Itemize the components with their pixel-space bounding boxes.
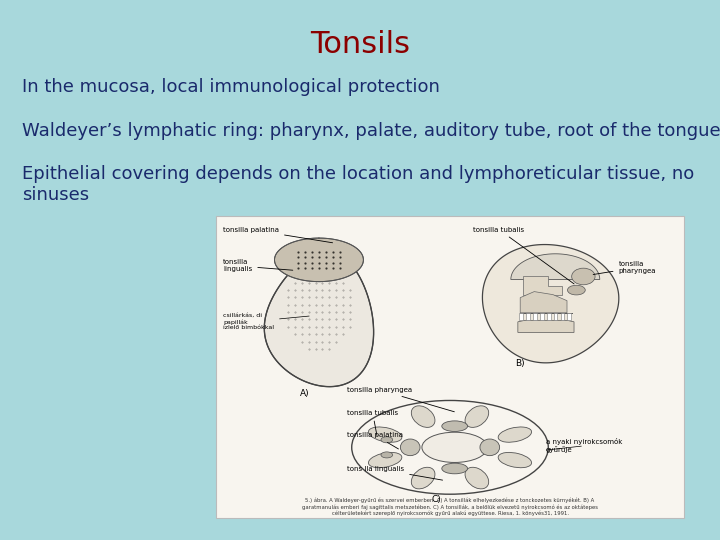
Bar [554, 313, 557, 320]
Text: tonsilla palatina: tonsilla palatina [347, 432, 403, 449]
Ellipse shape [411, 467, 435, 489]
Bar [533, 313, 537, 320]
Polygon shape [264, 251, 374, 387]
Text: C): C) [431, 495, 441, 504]
Ellipse shape [369, 453, 402, 468]
Ellipse shape [465, 467, 489, 489]
Text: 5.) ábra. A Waldeyer-gyűrű és szervei emberben. A) A tonsillák elhelyezkedése z : 5.) ábra. A Waldeyer-gyűrű és szervei em… [302, 498, 598, 516]
Bar [526, 313, 530, 320]
Polygon shape [523, 276, 562, 295]
Ellipse shape [442, 421, 467, 431]
Ellipse shape [369, 427, 402, 442]
Text: B): B) [516, 359, 525, 368]
Ellipse shape [411, 406, 435, 427]
Ellipse shape [381, 437, 392, 443]
Bar [519, 313, 523, 320]
Text: csillárkás, di
papillák
ízlelő bimbókkal: csillárkás, di papillák ízlelő bimbókkal [223, 313, 309, 330]
Text: tonsilla palatina: tonsilla palatina [223, 227, 333, 243]
Bar [561, 313, 564, 320]
Text: tonsilla
lingualis: tonsilla lingualis [223, 259, 293, 272]
Text: tonsilla tubalis: tonsilla tubalis [474, 227, 574, 284]
Text: tons lla lingualis: tons lla lingualis [347, 465, 443, 480]
Polygon shape [518, 320, 574, 333]
Text: tonsilla tubalis: tonsilla tubalis [347, 409, 398, 436]
Ellipse shape [442, 463, 467, 474]
Bar [540, 313, 544, 320]
Ellipse shape [465, 406, 489, 427]
Text: Epithelial covering depends on the location and lymphoreticular tissue, no
sinus: Epithelial covering depends on the locat… [22, 165, 694, 204]
Text: tonsilla
pharyngea: tonsilla pharyngea [593, 261, 656, 274]
Ellipse shape [422, 432, 487, 462]
Text: A): A) [300, 389, 310, 398]
Polygon shape [274, 238, 364, 282]
Text: tonsilla pharyngea: tonsilla pharyngea [347, 387, 454, 412]
Ellipse shape [567, 285, 585, 295]
Text: Waldeyer’s lymphatic ring: pharynx, palate, auditory tube, root of the tongue: Waldeyer’s lymphatic ring: pharynx, pala… [22, 122, 720, 139]
Polygon shape [511, 254, 600, 280]
Bar [546, 313, 551, 320]
Ellipse shape [381, 452, 392, 458]
Polygon shape [482, 245, 618, 363]
Text: In the mucosa, local immunological protection: In the mucosa, local immunological prote… [22, 78, 439, 96]
Ellipse shape [480, 439, 500, 456]
FancyBboxPatch shape [216, 216, 684, 518]
Text: a nyaki nyirokcsomók
gyűrűje: a nyaki nyirokcsomók gyűrűje [546, 438, 622, 454]
Ellipse shape [498, 453, 531, 468]
Text: Tonsils: Tonsils [310, 30, 410, 59]
Bar [567, 313, 571, 320]
Ellipse shape [400, 439, 420, 456]
Ellipse shape [498, 427, 531, 442]
Ellipse shape [572, 268, 595, 285]
Polygon shape [521, 292, 567, 313]
